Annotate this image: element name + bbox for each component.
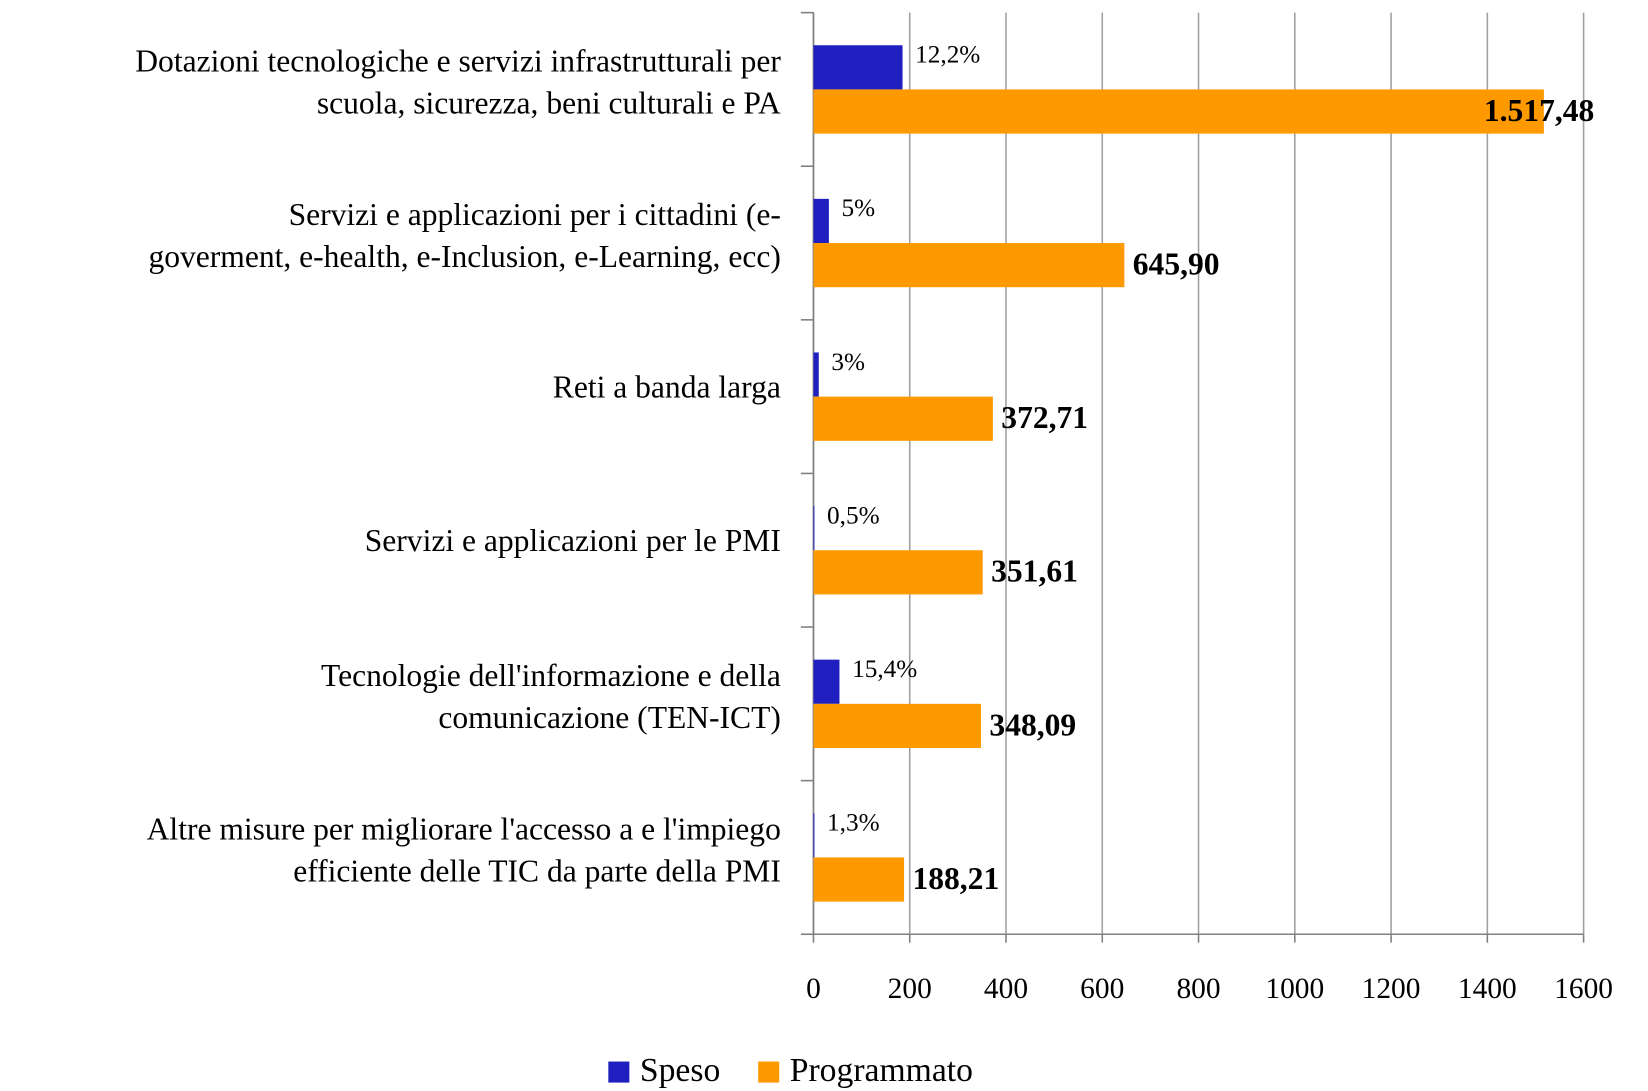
x-tick-label: 600 [1080, 973, 1124, 1005]
x-tick-label: 1200 [1362, 973, 1421, 1005]
y-tick-label: goverment, e-health, e-Inclusion, e-Lear… [148, 239, 780, 274]
bar [813, 89, 1544, 134]
data-label: 0,5% [827, 502, 880, 529]
y-tick-label: Reti a banda larga [553, 370, 781, 405]
data-label: 1.517,48 [1484, 93, 1594, 128]
bar [813, 659, 840, 704]
data-label: 15,4% [852, 656, 917, 683]
x-tick-label: 400 [984, 973, 1028, 1005]
data-label: 188,21 [912, 861, 999, 896]
legend-label: Speso [640, 1052, 720, 1089]
x-tick-label: 200 [888, 973, 932, 1005]
y-tick-label: Dotazioni tecnologiche e servizi infrast… [135, 43, 781, 78]
data-label: 348,09 [989, 707, 1076, 742]
data-label: 372,71 [1001, 400, 1088, 435]
legend-swatch [608, 1061, 630, 1083]
bar [813, 198, 829, 244]
legend-label: Programmato [790, 1052, 973, 1089]
y-tick-label: Servizi e applicazioni per i cittadini (… [289, 197, 781, 232]
y-tick-label: Tecnologie dell'informazione e della [321, 658, 781, 693]
bar [813, 857, 905, 902]
data-label: 645,90 [1133, 246, 1220, 281]
bar [813, 396, 993, 441]
bar [813, 703, 982, 749]
x-tick-label: 1000 [1265, 973, 1324, 1005]
x-tick-label: 1400 [1458, 973, 1517, 1005]
data-label: 3% [831, 349, 865, 376]
data-label: 351,61 [991, 554, 1078, 589]
bar [813, 813, 815, 858]
bar [813, 550, 983, 595]
y-tick-label: efficiente delle TIC da parte della PMI [293, 854, 781, 889]
y-tick-label: Altre misure per migliorare l'accesso a … [147, 811, 781, 846]
data-label: 12,2% [915, 42, 980, 69]
bar [813, 243, 1125, 288]
bar [813, 45, 903, 90]
bar [813, 506, 815, 551]
legend-swatch [758, 1061, 780, 1083]
bar [813, 352, 819, 397]
x-tick-label: 1600 [1554, 973, 1613, 1005]
data-label: 5% [842, 195, 876, 222]
x-tick-label: 800 [1176, 973, 1220, 1005]
y-tick-label: comunicazione (TEN-ICT) [438, 700, 781, 735]
x-tick-label: 0 [806, 973, 821, 1005]
y-tick-label: scuola, sicurezza, beni culturali e PA [317, 86, 781, 121]
y-tick-label: Servizi e applicazioni per le PMI [365, 523, 781, 558]
data-label: 1,3% [827, 810, 880, 837]
